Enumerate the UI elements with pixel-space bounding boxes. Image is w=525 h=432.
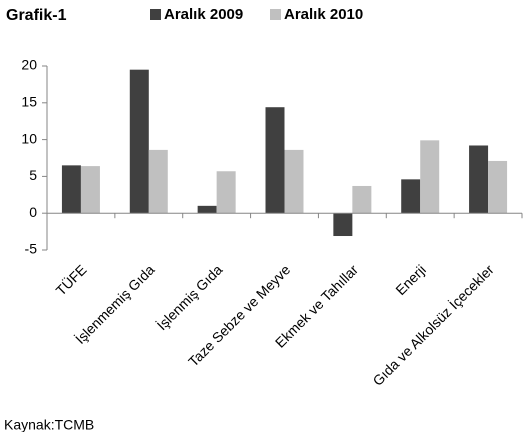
y-tick-label: 5 xyxy=(29,167,37,183)
bar xyxy=(80,166,100,214)
legend-swatch xyxy=(270,9,281,20)
bar xyxy=(216,171,236,214)
x-tick-label: Gıda ve Alkolsüz İçecekler xyxy=(369,260,497,388)
bar xyxy=(333,213,353,237)
bar xyxy=(352,185,372,214)
source: Kaynak:TCMB xyxy=(4,417,94,432)
legend-label: Aralık 2010 xyxy=(284,6,363,23)
chart-title: Grafik-1 xyxy=(6,7,67,24)
y-tick-label: 10 xyxy=(21,130,37,146)
bar xyxy=(401,179,421,214)
legend-swatch xyxy=(150,9,161,20)
y-tick-label: 0 xyxy=(29,204,37,220)
legend-label: Aralık 2009 xyxy=(164,6,243,23)
bar xyxy=(129,69,149,214)
bar xyxy=(469,145,489,214)
x-tick-label: TÜFE xyxy=(52,261,90,299)
bar xyxy=(148,149,168,214)
bar xyxy=(488,160,508,214)
y-tick-label: 15 xyxy=(21,94,37,110)
bar xyxy=(284,149,304,214)
bar xyxy=(61,165,81,214)
x-tick-label: İşlenmiş Gıda xyxy=(153,261,226,334)
y-tick-label: -5 xyxy=(25,241,38,257)
bar xyxy=(197,205,217,214)
y-tick-label: 20 xyxy=(21,57,37,73)
bar xyxy=(265,107,285,214)
bar xyxy=(420,140,440,214)
x-tick-label: Enerji xyxy=(392,261,429,298)
